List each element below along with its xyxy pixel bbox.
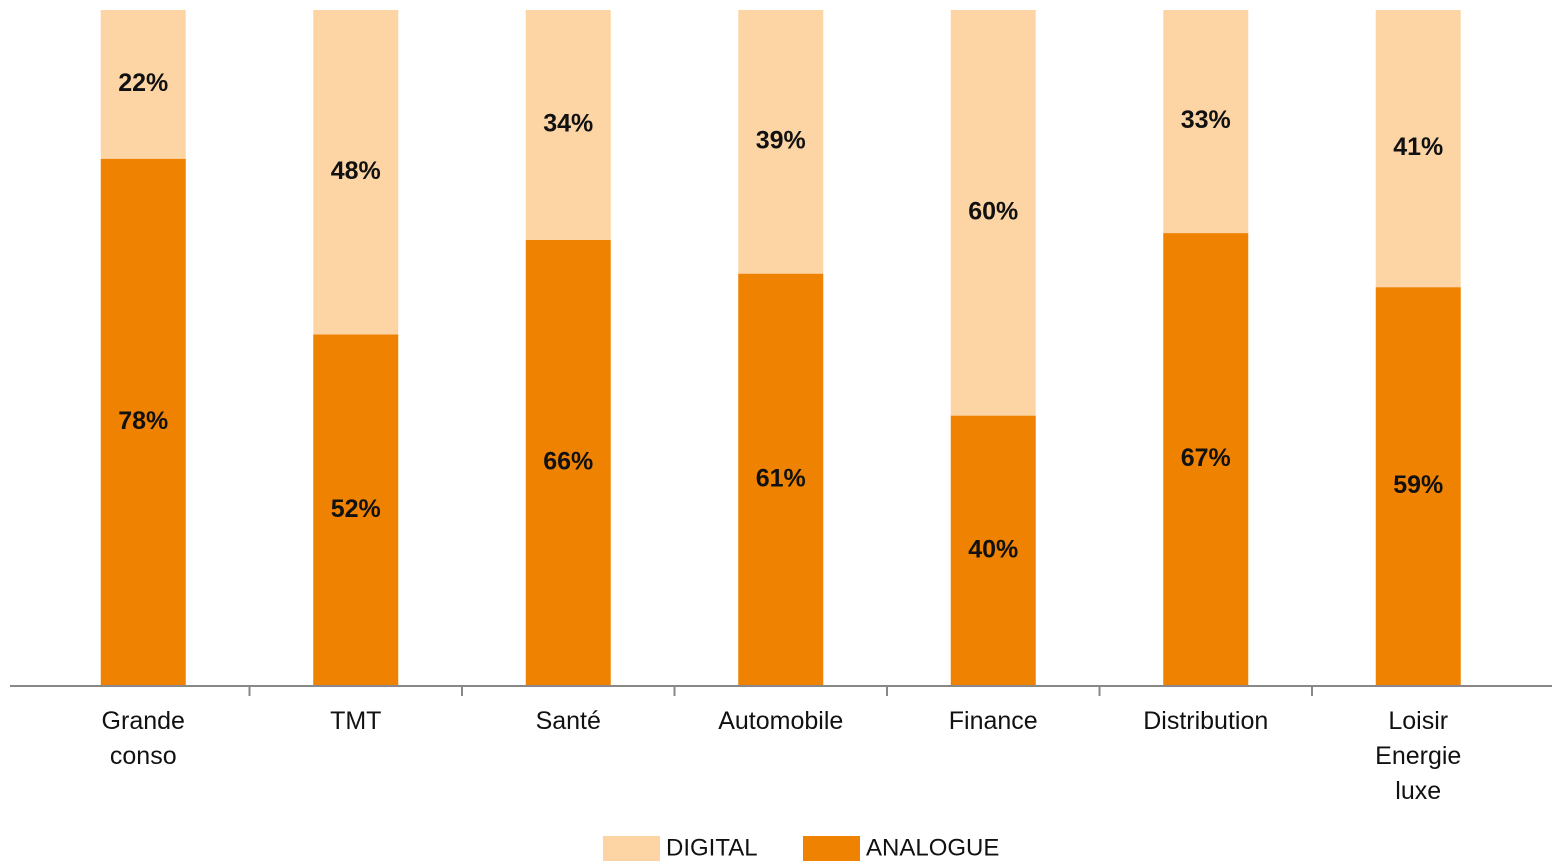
data-label: 40%	[968, 535, 1018, 563]
bar-segment	[1375, 10, 1461, 288]
data-label: 78%	[118, 407, 168, 435]
x-tick-label: Automobile	[718, 707, 844, 735]
bar-segment	[738, 273, 824, 686]
bar-segment	[1163, 10, 1249, 234]
legend-label: ANALOGUE	[866, 834, 999, 861]
bar-segment	[100, 10, 186, 159]
data-label: 52%	[331, 495, 381, 523]
data-label: 41%	[1393, 133, 1443, 161]
x-tick-label: Grande conso	[101, 707, 185, 770]
data-label: 34%	[543, 110, 593, 138]
data-label: 33%	[1181, 106, 1231, 134]
bar-segment	[738, 10, 824, 274]
x-tick-label: Finance	[948, 707, 1038, 735]
legend-swatch	[803, 836, 860, 861]
bar-segment	[100, 158, 186, 687]
bar-segment	[525, 10, 611, 240]
x-tick-label: Loisir Energie luxe	[1375, 707, 1462, 805]
legend-label: DIGITAL	[666, 834, 758, 861]
data-label: 67%	[1181, 444, 1231, 472]
data-label: 39%	[756, 126, 806, 154]
x-tick-label: Santé	[535, 707, 601, 735]
bar-segment	[950, 10, 1036, 416]
data-label: 61%	[756, 464, 806, 492]
data-label: 22%	[118, 69, 168, 97]
data-label: 60%	[968, 197, 1018, 225]
bar-segment	[313, 334, 399, 686]
bar-segment	[1163, 233, 1249, 686]
x-tick-label: TMT	[330, 707, 382, 735]
x-tick-label: Distribution	[1143, 707, 1269, 735]
data-label: 48%	[331, 157, 381, 185]
data-label: 59%	[1393, 471, 1443, 499]
bar-segment	[313, 10, 399, 335]
bar-segment	[1375, 287, 1461, 686]
legend-swatch	[603, 836, 660, 861]
bar-segment	[525, 239, 611, 686]
bar-segment	[950, 415, 1036, 686]
data-label: 66%	[543, 448, 593, 476]
